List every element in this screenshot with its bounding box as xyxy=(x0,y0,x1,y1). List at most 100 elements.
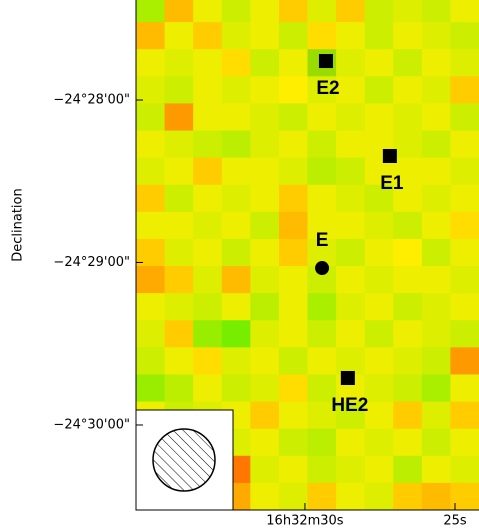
pixel xyxy=(393,482,423,510)
pixel xyxy=(336,455,366,484)
pixel xyxy=(250,238,280,267)
pixel xyxy=(221,76,251,104)
source-label: HE2 xyxy=(331,395,368,416)
pixel xyxy=(136,0,166,23)
pixel xyxy=(450,76,479,104)
pixel xyxy=(307,130,337,159)
pixel xyxy=(364,428,394,457)
pixel xyxy=(278,266,308,294)
pixel xyxy=(450,266,479,294)
pixel xyxy=(307,184,337,213)
pixel xyxy=(250,184,280,213)
pixel xyxy=(336,401,366,430)
pixel xyxy=(450,428,479,457)
pixel xyxy=(364,49,394,77)
pixel xyxy=(136,266,166,294)
pixel xyxy=(336,157,366,186)
pixel xyxy=(307,482,337,510)
beam xyxy=(152,428,216,492)
pixel xyxy=(193,22,223,50)
pixel xyxy=(136,103,166,132)
pixel xyxy=(278,76,308,104)
pixel xyxy=(193,374,223,403)
pixel xyxy=(450,103,479,132)
pixel xyxy=(450,211,479,240)
pixel xyxy=(421,0,451,23)
pixel xyxy=(250,103,280,132)
x-tick-label: 25s xyxy=(443,514,467,529)
pixel xyxy=(221,211,251,240)
pixel xyxy=(364,238,394,267)
y-axis-label: Declination xyxy=(11,188,26,262)
pixel xyxy=(278,22,308,50)
pixel xyxy=(193,130,223,159)
pixel xyxy=(393,184,423,213)
pixel xyxy=(307,211,337,240)
pixel xyxy=(164,293,194,321)
pixel xyxy=(278,49,308,77)
source-marker xyxy=(318,54,333,69)
pixel xyxy=(450,401,479,430)
pixel xyxy=(278,157,308,186)
x-tick-label: 16h32m30s xyxy=(266,514,344,529)
pixel xyxy=(164,49,194,77)
pixel xyxy=(421,49,451,77)
pixel xyxy=(136,184,166,213)
pixel xyxy=(136,130,166,159)
pixel xyxy=(278,347,308,375)
source-marker xyxy=(340,370,355,385)
pixel xyxy=(250,130,280,159)
pixel xyxy=(336,184,366,213)
pixel xyxy=(278,401,308,430)
pixel xyxy=(364,76,394,104)
pixel xyxy=(136,76,166,104)
pixel xyxy=(278,428,308,457)
pixel xyxy=(193,49,223,77)
pixel xyxy=(307,103,337,132)
pixel xyxy=(364,455,394,484)
pixel xyxy=(336,320,366,348)
pixel xyxy=(364,211,394,240)
pixel xyxy=(278,374,308,403)
pixel xyxy=(136,374,166,403)
pixel xyxy=(278,482,308,510)
pixel xyxy=(393,22,423,50)
pixel xyxy=(336,293,366,321)
pixel xyxy=(250,320,280,348)
pixel xyxy=(307,455,337,484)
pixel xyxy=(393,0,423,23)
pixel xyxy=(221,103,251,132)
pixel xyxy=(307,374,337,403)
pixel xyxy=(307,76,337,104)
pixel xyxy=(278,130,308,159)
pixel xyxy=(307,347,337,375)
pixel xyxy=(336,76,366,104)
pixel xyxy=(393,130,423,159)
pixel xyxy=(278,211,308,240)
pixel xyxy=(421,347,451,375)
pixel xyxy=(250,76,280,104)
pixel xyxy=(307,401,337,430)
pixel xyxy=(193,0,223,23)
pixel xyxy=(250,374,280,403)
pixel xyxy=(164,238,194,267)
pixel xyxy=(164,76,194,104)
pixel xyxy=(450,49,479,77)
overlay: E2 E1 E HE2 xyxy=(315,54,404,416)
pixel xyxy=(450,455,479,484)
pixel xyxy=(393,211,423,240)
pixel xyxy=(421,320,451,348)
pixel xyxy=(250,455,280,484)
pixel xyxy=(421,184,451,213)
pixel xyxy=(307,22,337,50)
pixel xyxy=(221,374,251,403)
pixel xyxy=(364,293,394,321)
pixel xyxy=(421,374,451,403)
pixel xyxy=(221,184,251,213)
pixel xyxy=(336,428,366,457)
pixel xyxy=(364,347,394,375)
source-label: E1 xyxy=(380,173,404,194)
pixel xyxy=(164,130,194,159)
pixel xyxy=(250,428,280,457)
pixel xyxy=(307,293,337,321)
